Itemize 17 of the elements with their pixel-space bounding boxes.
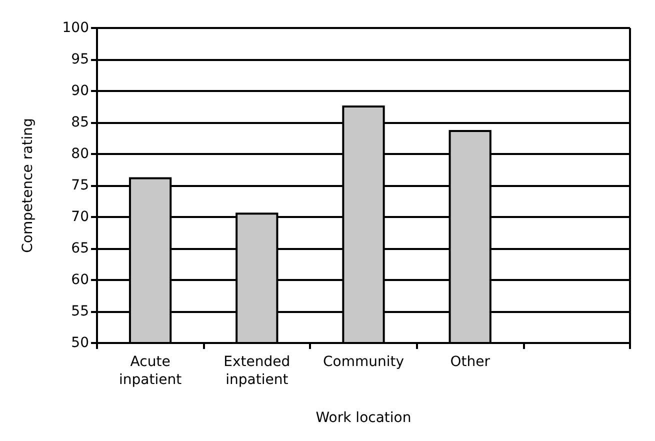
y-tick-label: 80 (71, 146, 89, 162)
y-tick-label: 65 (71, 240, 89, 256)
y-tick-label: 90 (71, 83, 89, 99)
x-tick-label: Acute inpatient (119, 354, 182, 388)
y-tick-label: 100 (62, 20, 89, 36)
x-tick-label: Other (450, 354, 490, 370)
y-tick-label: 60 (71, 272, 89, 288)
y-tick-label: 50 (71, 335, 89, 351)
x-tick-label: Community (322, 354, 404, 370)
x-tick-label: Extended inpatient (224, 354, 290, 388)
y-tick-label: 75 (71, 178, 89, 194)
y-tick-label: 55 (71, 304, 89, 320)
y-axis-title: Competence rating (20, 118, 36, 253)
y-tick-label: 95 (71, 52, 89, 68)
y-tick-label: 85 (71, 114, 89, 130)
x-axis-title: Work location (316, 410, 412, 426)
y-tick-label: 70 (71, 209, 89, 225)
